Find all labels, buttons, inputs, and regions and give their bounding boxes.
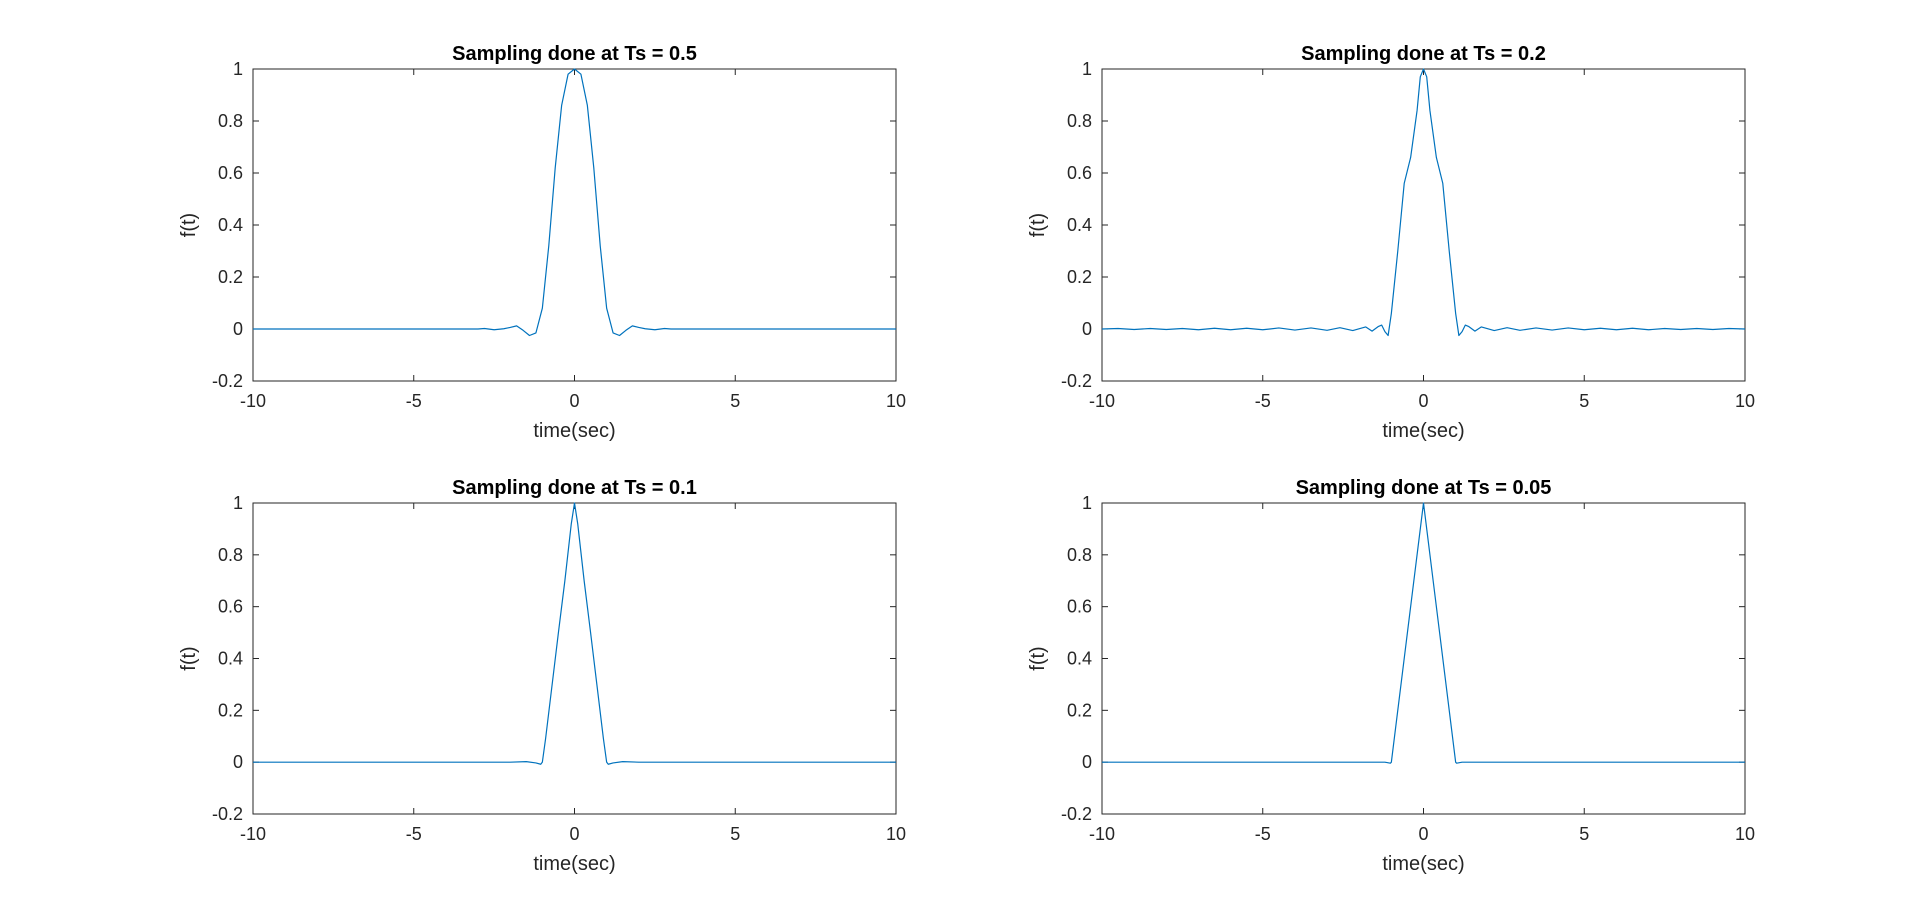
- x-tick-label: 0: [1418, 824, 1428, 844]
- series-line: [1101, 68, 1746, 337]
- x-tick-label: -10: [1089, 391, 1115, 411]
- subplot-1: -10 -5 0 5 10 -0.2 0 0.2 0.4 0.6 0.8 1 Sampling done…: [178, 43, 906, 442]
- x-tick-label: 0: [569, 824, 579, 844]
- x-tick-label: 5: [1579, 391, 1589, 411]
- x-tick-label: 5: [1579, 824, 1589, 844]
- y-tick-label: 0.2: [218, 700, 243, 720]
- y-tick-label: 0.8: [1067, 111, 1092, 131]
- y-tick-label: 0.8: [218, 111, 243, 131]
- y-tick-label: 0.4: [1067, 649, 1092, 669]
- y-axis-label: f(t): [1027, 213, 1049, 237]
- axes-frame: [252, 502, 897, 815]
- x-tick-label: 10: [1735, 824, 1755, 844]
- x-tick-label: 10: [886, 824, 906, 844]
- axes-frame: [1101, 502, 1746, 815]
- y-tick-label: 1: [1082, 493, 1092, 513]
- x-tick-label: -10: [240, 824, 266, 844]
- x-axis-label: time(sec): [533, 420, 615, 442]
- series-line: [253, 68, 896, 337]
- axes-frame: [252, 68, 897, 382]
- y-tick-label: -0.2: [212, 371, 243, 391]
- x-tick-label: -5: [1255, 391, 1271, 411]
- y-tick-label: 0.6: [218, 597, 243, 617]
- x-tick-label: -5: [406, 391, 422, 411]
- y-tick-label: 1: [233, 493, 243, 513]
- x-tick-label: 10: [886, 391, 906, 411]
- y-tick-label: 0.4: [1067, 215, 1092, 235]
- x-tick-label: -5: [1255, 824, 1271, 844]
- y-tick-label: 0.6: [1067, 597, 1092, 617]
- x-axis-label: time(sec): [1382, 853, 1464, 875]
- y-tick-label: 0.4: [218, 649, 243, 669]
- y-tick-label: -0.2: [1061, 371, 1092, 391]
- x-tick-label: -10: [240, 391, 266, 411]
- subplot-2: -10 -5 0 5 10 -0.2 0 0.2 0.4 0.6 0.8 1 Sampling done…: [1027, 43, 1755, 442]
- series-line: [1102, 502, 1745, 764]
- series-line: [253, 502, 896, 765]
- subplot-4: -10 -5 0 5 10 -0.2 0 0.2 0.4 0.6 0.8 1 Sampling done…: [1027, 477, 1755, 875]
- x-tick-label: 10: [1735, 391, 1755, 411]
- y-tick-label: 1: [1082, 59, 1092, 79]
- x-axis-label: time(sec): [1382, 420, 1464, 442]
- y-tick-label: 0.8: [1067, 545, 1092, 565]
- x-tick-label: -5: [406, 824, 422, 844]
- subplot-3: -10 -5 0 5 10 -0.2 0 0.2 0.4 0.6 0.8 1 Sampling done…: [178, 477, 906, 875]
- x-tick-label: -10: [1089, 824, 1115, 844]
- y-tick-label: 0.2: [218, 267, 243, 287]
- y-tick-label: 0: [1082, 319, 1092, 339]
- y-tick-label: 0: [233, 319, 243, 339]
- x-axis-label: time(sec): [533, 853, 615, 875]
- y-tick-label: 0.2: [1067, 267, 1092, 287]
- y-tick-label: 0: [233, 752, 243, 772]
- chart-title: Sampling done at Ts = 0.2: [1301, 43, 1546, 65]
- y-axis-label: f(t): [1027, 646, 1049, 670]
- chart-title: Sampling done at Ts = 0.05: [1296, 477, 1552, 499]
- axes-frame: [1101, 68, 1746, 382]
- y-tick-label: -0.2: [212, 804, 243, 824]
- y-tick-label: 0.6: [218, 163, 243, 183]
- y-tick-label: 0.8: [218, 545, 243, 565]
- y-tick-label: -0.2: [1061, 804, 1092, 824]
- x-tick-label: 0: [1418, 391, 1428, 411]
- x-tick-label: 0: [569, 391, 579, 411]
- chart-title: Sampling done at Ts = 0.5: [452, 43, 697, 65]
- y-tick-label: 0.2: [1067, 700, 1092, 720]
- y-axis-label: f(t): [178, 213, 200, 237]
- y-axis-label: f(t): [178, 646, 200, 670]
- y-tick-label: 1: [233, 59, 243, 79]
- y-tick-label: 0.4: [218, 215, 243, 235]
- x-tick-label: 5: [730, 824, 740, 844]
- x-tick-label: 5: [730, 391, 740, 411]
- y-tick-label: 0.6: [1067, 163, 1092, 183]
- chart-title: Sampling done at Ts = 0.1: [452, 477, 697, 499]
- y-tick-label: 0: [1082, 752, 1092, 772]
